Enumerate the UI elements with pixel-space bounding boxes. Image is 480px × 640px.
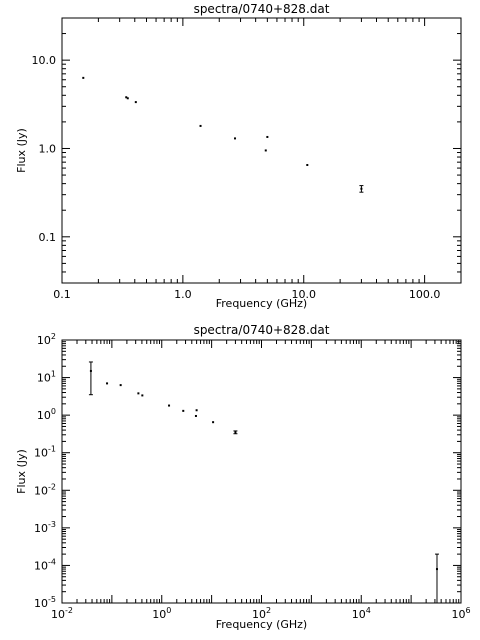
data-point xyxy=(82,76,85,79)
x-tick-label: 106 xyxy=(451,606,470,621)
y-tick-label: 100 xyxy=(37,407,56,422)
data-point xyxy=(126,97,129,100)
chart-title: spectra/0740+828.dat xyxy=(194,2,330,16)
data-point xyxy=(234,137,237,140)
x-tick-label: 100.0 xyxy=(409,288,441,301)
y-tick-label: 102 xyxy=(37,332,56,347)
y-tick-label: 10-2 xyxy=(34,482,56,497)
data-point xyxy=(182,409,185,412)
data-point xyxy=(360,187,363,190)
data-point xyxy=(125,96,128,99)
tick-marks xyxy=(61,339,462,604)
x-tick-label: 10.0 xyxy=(291,288,316,301)
tick-marks xyxy=(61,17,462,284)
y-tick-label: 10.0 xyxy=(32,54,57,67)
x-tick-label: 10-2 xyxy=(51,606,73,621)
y-tick-label: 1.0 xyxy=(39,142,57,155)
x-tick-label: 104 xyxy=(352,606,371,621)
y-tick-label: 10-3 xyxy=(34,520,56,535)
data-point xyxy=(106,382,109,385)
data-point xyxy=(194,414,197,417)
chart-title: spectra/0740+828.dat xyxy=(194,323,330,337)
x-tick-label: 1.0 xyxy=(174,288,192,301)
data-points xyxy=(88,361,439,604)
x-axis-label: Frequency (GHz) xyxy=(216,618,307,631)
data-point xyxy=(195,409,198,412)
x-tick-label: 0.1 xyxy=(53,288,71,301)
data-point xyxy=(168,404,171,407)
data-point xyxy=(264,149,267,152)
data-point xyxy=(141,394,144,397)
x-tick-label: 102 xyxy=(252,606,271,621)
data-point xyxy=(137,392,140,395)
data-point xyxy=(119,384,122,387)
x-tick-label: 100 xyxy=(152,606,171,621)
data-point xyxy=(89,369,92,372)
y-tick-label: 10-4 xyxy=(34,557,56,572)
plot-frame xyxy=(61,17,462,284)
bottom-chart: spectra/0740+828.dat 10-2 100 102 104 106 10-5… xyxy=(15,323,471,631)
plot-frame xyxy=(61,339,462,604)
top-chart: spectra/0740+828.dat 0.1 1.0 10.0 100.0 0.1 1.… xyxy=(15,2,462,310)
data-point xyxy=(199,124,202,127)
y-tick-label: 10-5 xyxy=(34,595,56,610)
data-point xyxy=(212,421,215,424)
x-axis-label: Frequency (GHz) xyxy=(216,297,307,310)
data-point xyxy=(134,101,137,104)
data-point xyxy=(266,135,269,138)
data-points xyxy=(82,76,364,193)
data-point xyxy=(234,431,237,434)
y-tick-label: 101 xyxy=(37,370,56,385)
y-axis-label: Flux (Jy) xyxy=(15,449,28,494)
y-axis-label: Flux (Jy) xyxy=(15,128,28,173)
data-point xyxy=(435,568,438,571)
y-tick-label: 0.1 xyxy=(39,231,57,244)
data-point xyxy=(306,164,309,167)
y-tick-label: 10-1 xyxy=(34,445,56,460)
